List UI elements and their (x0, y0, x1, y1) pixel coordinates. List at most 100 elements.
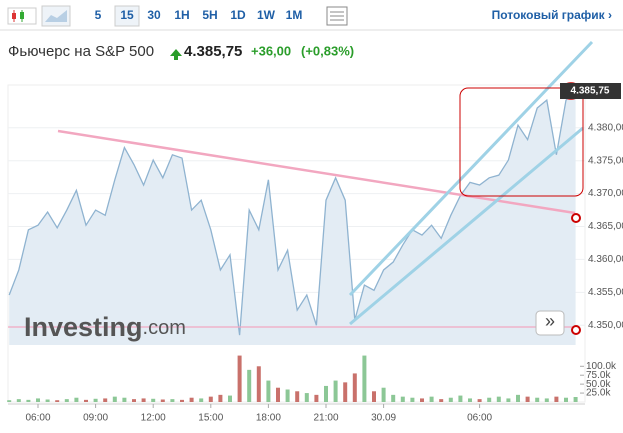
area-icon[interactable] (41, 5, 71, 27)
volume-bar (170, 399, 175, 402)
channel-upper (348, 40, 594, 297)
volume-bar (16, 399, 21, 402)
volume-bar (112, 396, 117, 402)
volume-bar (151, 398, 156, 402)
instrument-title: Фьючерс на S&P 500 (8, 43, 154, 60)
y2-tick-label: 50.0k (586, 379, 611, 390)
volume-bar (410, 397, 415, 402)
interval-button[interactable]: 30 (147, 8, 161, 22)
volume-bar (381, 387, 386, 402)
volume-bar (352, 373, 357, 402)
volume-bar (506, 398, 511, 402)
x-tick-label: 30.09 (371, 413, 396, 424)
volume-bar (439, 399, 444, 402)
price-tag-bg (560, 83, 621, 99)
volume-bar (448, 397, 453, 402)
volume-bar (304, 393, 309, 402)
last-price: 4.385,75 (184, 43, 242, 60)
volume-bar (544, 398, 549, 402)
y-tick-label: 4.350,00 (588, 320, 623, 331)
y-tick-label: 4.360,00 (588, 254, 623, 265)
volume-bar (180, 399, 184, 402)
y-tick-label: 4.355,00 (588, 287, 623, 298)
volume-bar (84, 399, 88, 402)
y-tick-label: 4.375,00 (588, 155, 623, 166)
watermark-brand: Investing (24, 312, 143, 342)
selected-interval-bg (114, 5, 140, 27)
watermark-suffix: .com (143, 317, 186, 339)
volume-bar (228, 395, 232, 402)
handle[interactable] (571, 325, 581, 335)
interval-button[interactable]: 1D (230, 8, 246, 22)
volume-bar (266, 380, 271, 402)
volume-bar (295, 391, 300, 402)
volume-bar (64, 399, 69, 402)
volume-bar (362, 355, 367, 402)
volume-bar (391, 394, 396, 402)
volume-bar (55, 400, 60, 402)
volume-bar (343, 382, 348, 402)
volume-bar (420, 398, 424, 402)
plot: 4.350,00 4.355,00 4.360,00 4.365,00 4.370,00… (7, 84, 623, 424)
volume-bar (160, 399, 165, 402)
y-tick-label: 4.380,00 (588, 122, 623, 133)
volume-bar (487, 397, 492, 402)
x-tick-label: 12:00 (141, 413, 166, 424)
volume-bar (573, 397, 578, 402)
x-tick-label: 06:00 (467, 413, 492, 424)
volume-bar (247, 369, 252, 402)
volume-bar (516, 394, 520, 402)
volume-bar (141, 398, 146, 402)
interval-button[interactable]: 5 (95, 8, 102, 22)
volume-bar (525, 396, 530, 402)
drawings (8, 40, 594, 335)
channel-lower (349, 126, 584, 326)
volume-bar (199, 398, 204, 402)
candle-icon[interactable] (7, 7, 37, 25)
volume-bar (26, 399, 31, 402)
price-tag: 4.385,75 (571, 86, 610, 97)
volume-bar (45, 399, 50, 402)
y-tick-label: 4.365,00 (588, 221, 623, 232)
table-icon[interactable] (326, 6, 348, 26)
x-tick-label: 21:00 (313, 413, 338, 424)
scroll-button[interactable]: » (545, 311, 555, 331)
x-tick-label: 18:00 (256, 413, 281, 424)
area-fill (9, 89, 576, 345)
volume-bar (285, 389, 290, 402)
volume-bar (314, 394, 319, 402)
volume-bar (256, 366, 261, 402)
interval-button[interactable]: 1H (174, 8, 189, 22)
price-line (8, 89, 577, 336)
volume-bar (103, 398, 108, 402)
y2-tick-label: 25.0k (586, 388, 611, 399)
handle[interactable] (571, 213, 581, 223)
y2-tick-label: 75.0k (586, 370, 611, 381)
x-tick-label: 15:00 (198, 413, 223, 424)
volume-bar (333, 380, 338, 402)
volume-bar (372, 391, 376, 402)
volume-bar (132, 399, 136, 402)
x-tick-label: 09:00 (83, 413, 108, 424)
streaming-link[interactable]: Потоковый график › (492, 8, 612, 22)
volume-bar (189, 397, 194, 402)
interval-button[interactable]: 5H (202, 8, 217, 22)
volume-bar (429, 396, 434, 402)
trend-line (57, 129, 576, 215)
volume-bar (7, 400, 12, 402)
interval-button[interactable]: 1M (286, 8, 303, 22)
volume-bar (400, 396, 405, 402)
interval-button[interactable]: 1W (257, 8, 276, 22)
volume-bar (74, 397, 79, 402)
volume-bar (122, 397, 127, 402)
interval-button[interactable]: 15 (120, 8, 134, 22)
highlight-box (459, 87, 584, 197)
up-arrow (170, 49, 182, 60)
scroll-button-bg[interactable] (535, 310, 565, 336)
volume-bar (276, 387, 280, 402)
volume-bar (237, 355, 242, 402)
volume-bar (564, 397, 568, 402)
price-change: +36,00 (251, 43, 291, 58)
volume-bar (93, 398, 98, 402)
